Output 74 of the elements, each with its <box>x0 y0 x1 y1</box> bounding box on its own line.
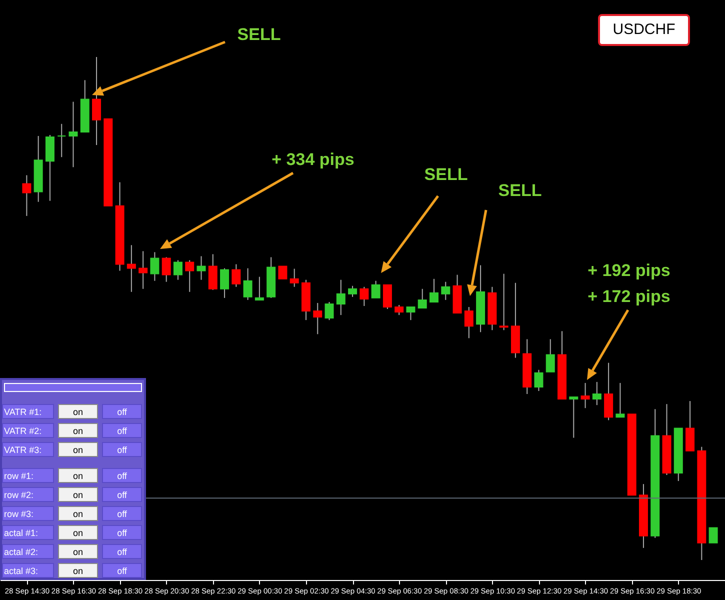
candlestick <box>324 301 334 321</box>
label-field: VATR #3: <box>2 442 54 457</box>
candlestick <box>336 279 346 316</box>
candlestick <box>57 123 66 158</box>
candlestick <box>243 268 252 300</box>
label-field: VATR #1: <box>2 404 54 419</box>
annotation: SELL <box>498 181 542 200</box>
button: on <box>58 468 98 483</box>
candlestick <box>150 252 160 282</box>
label-field: row #3: <box>2 506 54 521</box>
candlestick <box>22 174 32 216</box>
candlestick <box>220 268 230 298</box>
button: off <box>102 506 142 521</box>
candlestick <box>162 256 171 282</box>
button: off <box>102 563 142 578</box>
candlestick <box>138 250 148 290</box>
candlestick <box>616 382 625 418</box>
candlestick <box>430 278 438 302</box>
candlestick <box>313 302 322 335</box>
button: on <box>58 563 98 578</box>
candlestick <box>534 369 544 392</box>
button: on <box>58 525 98 540</box>
candlestick <box>290 268 299 288</box>
chart-title: USDCHF <box>598 14 690 46</box>
label-field: actal #1: <box>2 525 54 540</box>
button: off <box>102 487 142 502</box>
candlestick <box>208 254 218 290</box>
candlestick <box>464 306 474 339</box>
button: off <box>102 468 142 483</box>
candlestick <box>592 381 602 406</box>
candlestick <box>348 285 358 298</box>
candlestick <box>686 400 695 452</box>
candlestick <box>185 260 194 292</box>
button: off <box>102 404 142 419</box>
candlestick <box>68 101 78 168</box>
candlestick <box>580 382 590 409</box>
button: on <box>58 487 98 502</box>
candlestick <box>708 527 718 544</box>
annotation: + 192 pips <box>588 261 670 280</box>
button: on <box>58 423 98 438</box>
annotation: + 334 pips <box>272 150 354 169</box>
candlestick <box>196 256 206 280</box>
candlestick <box>232 264 241 288</box>
button: off <box>102 423 142 438</box>
candlestick <box>604 362 614 421</box>
annotation: + 172 pips <box>588 287 670 306</box>
label-field: actal #2: <box>2 544 54 559</box>
button: off <box>102 525 142 540</box>
label-field: VATR #2: <box>2 423 54 438</box>
candlestick <box>278 266 288 280</box>
candlestick <box>546 338 555 372</box>
label-field: row #1: <box>2 468 54 483</box>
text: SELL <box>237 25 281 44</box>
candlestick <box>406 306 416 321</box>
button: on <box>58 442 98 457</box>
candlestick <box>126 244 136 292</box>
candlestick <box>360 286 369 306</box>
candlestick <box>499 273 508 331</box>
label-field: actal #3: <box>2 563 54 578</box>
candlestick <box>569 396 578 438</box>
candlestick <box>371 280 380 298</box>
button: off <box>102 442 142 457</box>
button: on <box>58 404 98 419</box>
candlestick <box>254 276 264 300</box>
candlestick <box>418 288 427 308</box>
candlestick <box>173 260 182 280</box>
label-field: row #2: <box>2 487 54 502</box>
button: on <box>58 544 98 559</box>
button: off <box>102 544 142 559</box>
candlestick <box>382 284 392 310</box>
button: on <box>58 506 98 521</box>
annotation: SELL <box>424 165 468 184</box>
candlestick <box>394 304 404 316</box>
candlestick <box>441 281 450 300</box>
